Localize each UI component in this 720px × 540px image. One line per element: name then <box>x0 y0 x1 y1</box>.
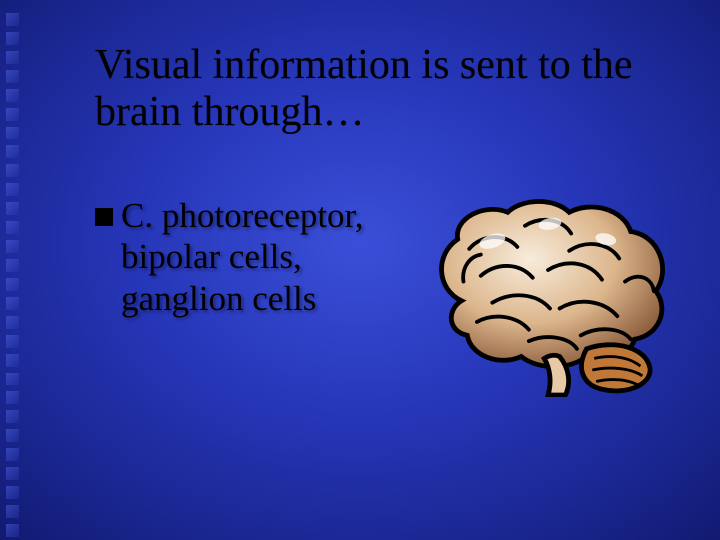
bullet-text: C. photoreceptor, bipolar cells, ganglio… <box>121 195 400 319</box>
slide-title: Visual information is sent to the brain … <box>95 42 670 136</box>
decor-square-icon <box>6 354 19 367</box>
decor-square-icon <box>6 89 19 102</box>
decor-square-icon <box>6 259 19 272</box>
bullet-item: C. photoreceptor, bipolar cells, ganglio… <box>95 195 400 319</box>
decor-square-icon <box>6 391 19 404</box>
decor-square-icon <box>6 316 19 329</box>
brain-icon <box>425 195 675 397</box>
decor-square-icon <box>6 202 19 215</box>
decor-square-icon <box>6 13 19 26</box>
decor-square-icon <box>6 164 19 177</box>
decor-square-icon <box>6 448 19 461</box>
decor-square-icon <box>6 335 19 348</box>
bullet-marker-icon <box>95 208 113 226</box>
brain-image-wrap <box>420 195 680 397</box>
decor-left-strip <box>0 0 26 540</box>
decor-square-icon <box>6 505 19 518</box>
decor-square-icon <box>6 51 19 64</box>
decor-square-icon <box>6 221 19 234</box>
decor-square-icon <box>6 240 19 253</box>
decor-square-icon <box>6 145 19 158</box>
decor-square-icon <box>6 429 19 442</box>
decor-square-icon <box>6 70 19 83</box>
decor-square-icon <box>6 410 19 423</box>
decor-square-icon <box>6 467 19 480</box>
decor-square-icon <box>6 524 19 537</box>
decor-square-icon <box>6 183 19 196</box>
decor-square-icon <box>6 108 19 121</box>
decor-square-icon <box>6 32 19 45</box>
decor-square-icon <box>6 297 19 310</box>
decor-square-icon <box>6 278 19 291</box>
decor-square-icon <box>6 127 19 140</box>
decor-square-icon <box>6 373 19 386</box>
decor-square-icon <box>6 486 19 499</box>
content-row: C. photoreceptor, bipolar cells, ganglio… <box>95 195 680 397</box>
